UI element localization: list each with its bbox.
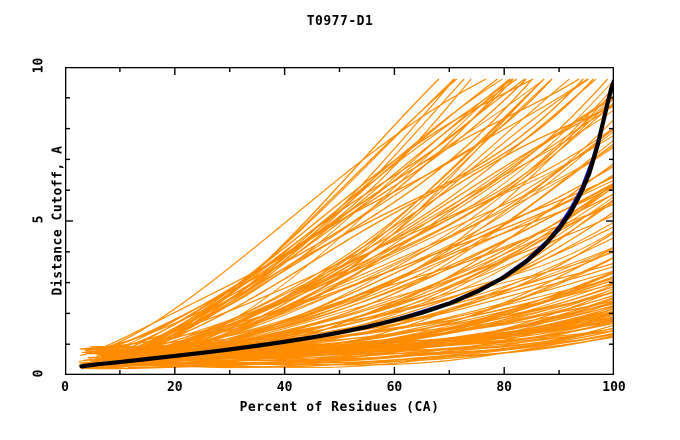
x-axis-label: Percent of Residues (CA) bbox=[239, 400, 440, 415]
prediction-curve bbox=[103, 305, 614, 363]
x-tick-label: 80 bbox=[496, 380, 513, 395]
prediction-curve bbox=[103, 78, 527, 349]
plot-area bbox=[65, 67, 614, 375]
prediction-curve bbox=[116, 78, 545, 368]
y-tick-label: 0 bbox=[31, 369, 47, 378]
chart-title: T0977-D1 bbox=[306, 14, 374, 29]
prediction-curve bbox=[138, 109, 614, 353]
x-tick-label: 20 bbox=[166, 380, 183, 395]
prediction-curve bbox=[136, 78, 456, 354]
x-tick-label: 40 bbox=[276, 380, 293, 395]
y-axis-label: Distance Cutoff, A bbox=[50, 145, 66, 296]
prediction-curve bbox=[134, 78, 514, 350]
model-curves-group bbox=[79, 78, 614, 369]
prediction-curve bbox=[100, 127, 614, 357]
prediction-curve bbox=[110, 95, 614, 357]
plot-canvas bbox=[65, 67, 614, 375]
axis-frame-group bbox=[65, 67, 614, 375]
prediction-curves-group bbox=[78, 78, 614, 370]
prediction-curve bbox=[85, 78, 525, 352]
x-tick-label: 60 bbox=[386, 380, 403, 395]
prediction-curve bbox=[109, 162, 614, 363]
prediction-curve bbox=[124, 275, 614, 357]
prediction-curve bbox=[81, 332, 614, 370]
prediction-curve bbox=[97, 78, 597, 350]
prediction-curve bbox=[126, 86, 614, 354]
best-model-curve bbox=[79, 78, 614, 369]
x-tick-label: 100 bbox=[602, 380, 626, 395]
prediction-curve bbox=[99, 78, 580, 361]
prediction-curve bbox=[111, 272, 614, 363]
prediction-curve bbox=[124, 317, 614, 350]
prediction-curve bbox=[130, 105, 614, 360]
prediction-curve bbox=[91, 333, 614, 369]
prediction-curve bbox=[140, 196, 614, 351]
prediction-curve bbox=[79, 174, 614, 350]
y-tick-label: 5 bbox=[31, 215, 47, 224]
y-tick-label: 10 bbox=[31, 57, 47, 74]
prediction-curve bbox=[100, 288, 614, 362]
x-tick-label: 0 bbox=[61, 380, 69, 395]
prediction-curve bbox=[90, 78, 588, 368]
prediction-curve bbox=[109, 78, 440, 359]
prediction-curve bbox=[135, 318, 614, 362]
prediction-curve bbox=[99, 78, 570, 358]
